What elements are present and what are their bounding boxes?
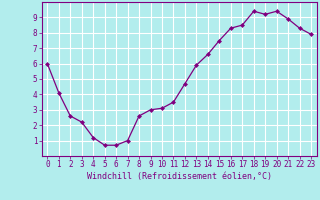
X-axis label: Windchill (Refroidissement éolien,°C): Windchill (Refroidissement éolien,°C): [87, 172, 272, 181]
